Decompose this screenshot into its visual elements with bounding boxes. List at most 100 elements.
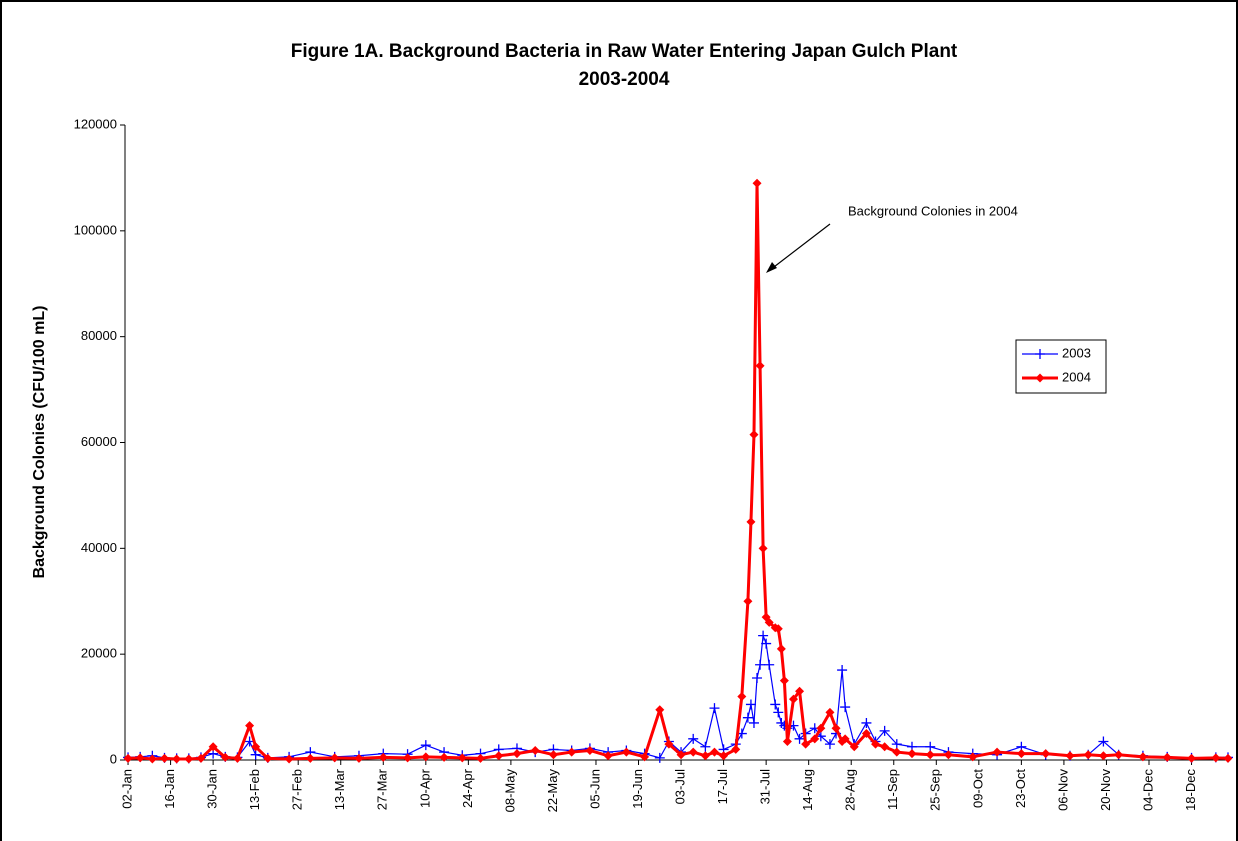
data-point [245, 721, 255, 731]
series-line [127, 181, 1229, 761]
data-point [123, 753, 133, 763]
data-point [752, 672, 763, 683]
legend-label: 2004 [1062, 369, 1091, 384]
data-point [880, 742, 890, 752]
data-point [837, 665, 848, 676]
x-tick-label: 02-Jan [119, 769, 134, 809]
data-point [1162, 752, 1172, 762]
x-tick-label: 11-Sep [885, 769, 900, 810]
data-point [840, 734, 850, 744]
x-tick-label: 04-Dec [1140, 769, 1155, 811]
data-point [743, 596, 753, 606]
x-tick-label: 17-Jul [715, 769, 730, 805]
data-point [640, 752, 650, 762]
data-point [831, 723, 841, 733]
x-tick-label: 22-May [545, 769, 560, 813]
data-point [305, 753, 315, 763]
data-point [782, 736, 792, 746]
y-tick-label: 40000 [81, 540, 117, 555]
data-point [871, 739, 881, 749]
data-point [849, 742, 859, 752]
data-point [284, 754, 294, 764]
series-line [128, 635, 1228, 760]
data-point [925, 750, 935, 760]
data-point [1223, 753, 1233, 763]
x-tick-label: 25-Sep [928, 769, 943, 811]
legend-marker [1035, 373, 1045, 383]
x-tick-label: 28-Aug [843, 769, 858, 811]
legend-marker [1035, 349, 1045, 359]
data-point [879, 725, 890, 736]
data-point [567, 747, 577, 757]
data-point [655, 705, 665, 715]
data-point [476, 753, 486, 763]
y-tick-label: 120000 [74, 116, 117, 131]
data-point [925, 741, 936, 752]
data-point [621, 747, 631, 757]
data-point [1065, 751, 1075, 761]
data-point [752, 178, 762, 188]
data-point [742, 712, 753, 723]
data-point [184, 754, 194, 764]
legend-label: 2003 [1062, 345, 1091, 360]
data-point [755, 659, 766, 670]
data-point [1187, 753, 1197, 763]
data-point [688, 747, 698, 757]
y-tick-label: 60000 [81, 434, 117, 449]
data-point [788, 694, 798, 704]
data-point [654, 752, 665, 763]
x-tick-label: 05-Jun [587, 769, 602, 809]
data-point [758, 543, 768, 553]
y-tick-label: 20000 [81, 646, 117, 661]
data-point [378, 752, 388, 762]
data-point [603, 751, 613, 761]
data-point [1114, 750, 1124, 760]
data-point [220, 752, 230, 762]
data-point [354, 753, 364, 763]
data-point [810, 734, 820, 744]
annotation: Background Colonies in 2004 [848, 203, 1018, 218]
data-point [172, 754, 182, 764]
y-axis-title: Background Colonies (CFU/100 mL) [31, 306, 48, 579]
data-point [1211, 753, 1221, 763]
annotation-arrowhead [766, 262, 777, 273]
x-tick-label: 30-Jan [205, 769, 220, 809]
x-tick-label: 06-Nov [1055, 769, 1070, 811]
data-point [907, 749, 917, 759]
data-point [825, 707, 835, 717]
data-point [1041, 749, 1051, 759]
data-point [770, 699, 781, 710]
data-point [1098, 736, 1109, 747]
x-tick-label: 03-Jul [672, 769, 687, 805]
data-point [794, 733, 805, 744]
data-point [968, 752, 978, 762]
x-tick-label: 16-Jan [162, 769, 177, 809]
data-point [861, 717, 872, 728]
data-point [737, 692, 747, 701]
data-point [403, 753, 413, 763]
x-tick-label: 23-Oct [1013, 769, 1028, 808]
data-point [764, 659, 775, 670]
data-point [147, 754, 157, 764]
data-point [816, 723, 826, 733]
data-point [1098, 751, 1108, 761]
data-point [773, 624, 783, 634]
data-point [801, 739, 811, 749]
data-point [196, 753, 206, 763]
data-point [761, 638, 772, 649]
data-point [688, 733, 699, 744]
data-point [585, 745, 595, 755]
data-point [160, 753, 170, 763]
x-tick-label: 13-Mar [332, 768, 347, 810]
y-tick-label: 0 [110, 751, 117, 766]
data-point [1083, 750, 1093, 760]
data-point [676, 750, 686, 760]
data-point [764, 617, 774, 627]
legend [1015, 339, 1107, 394]
data-point [719, 751, 729, 761]
data-point [530, 745, 540, 755]
data-point [208, 742, 218, 752]
data-point [135, 753, 145, 763]
